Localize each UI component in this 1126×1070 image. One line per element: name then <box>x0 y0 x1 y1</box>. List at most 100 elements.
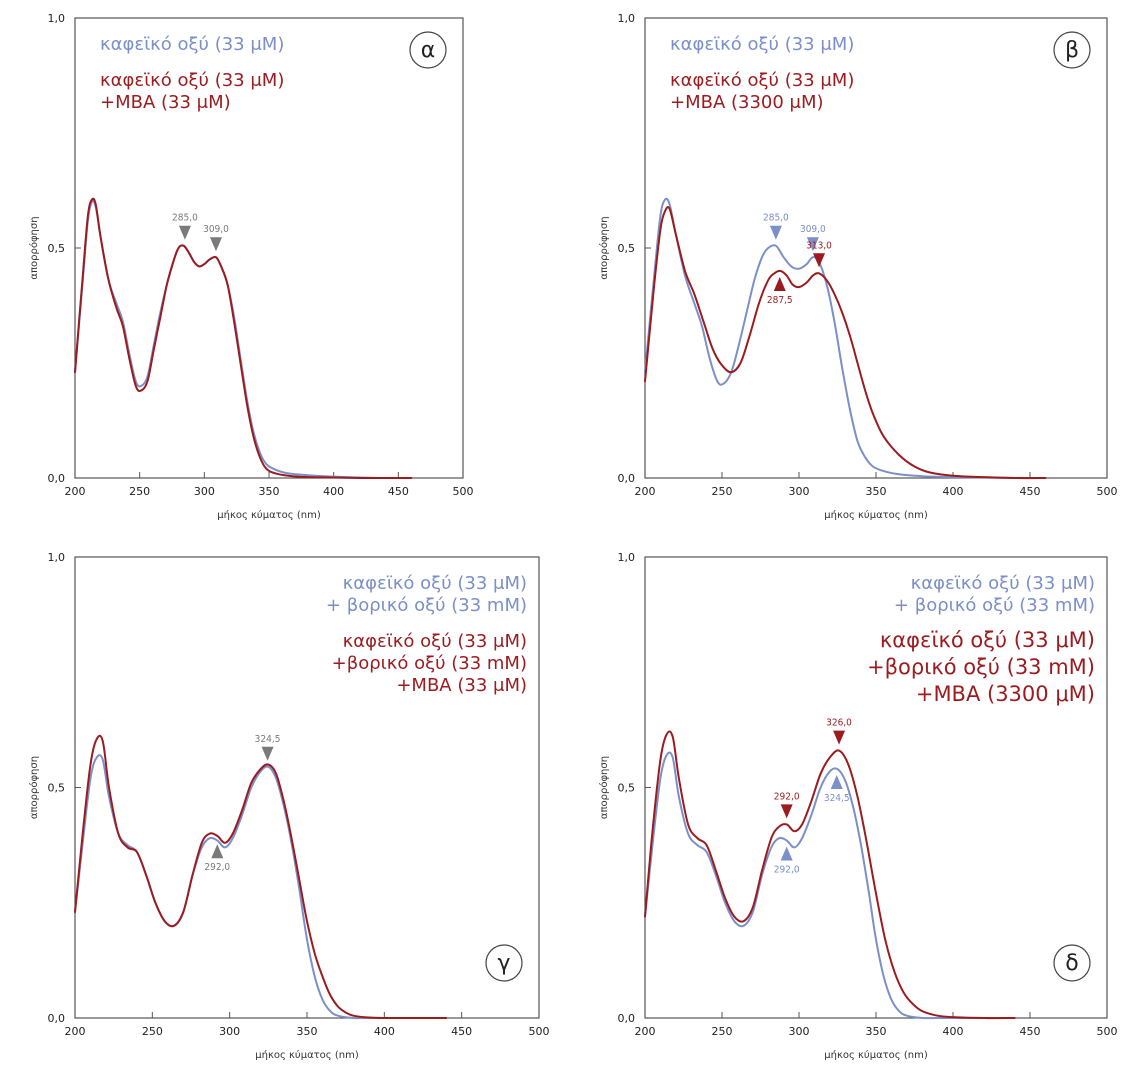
x-tick-label: 250 <box>712 1025 733 1038</box>
panel-label: δ <box>1065 951 1078 976</box>
legend-text: +MBA (33 μM) <box>396 675 527 696</box>
legend-text: καφεϊκό οξύ (33 μM) <box>100 34 284 55</box>
x-tick-label: 200 <box>65 485 86 498</box>
peak-marker <box>830 775 843 790</box>
peak-label: 324,5 <box>824 793 850 804</box>
y-axis-label: απορρόφηση <box>28 216 40 279</box>
x-tick-label: 450 <box>1020 1025 1041 1038</box>
y-tick-label: 0,5 <box>618 242 636 255</box>
x-axis-label: μήκος κύματος (nm) <box>824 1049 928 1061</box>
legend-text: καφεϊκό οξύ (33 μM) <box>670 34 854 55</box>
peak-label: 287,5 <box>767 295 793 306</box>
peak-label: 313,0 <box>806 240 832 251</box>
legend-text: καφεϊκό οξύ (33 μM) <box>343 631 527 652</box>
y-tick-label: 0,0 <box>48 1012 66 1025</box>
legend-text: + βορικό οξύ (33 mM) <box>326 595 527 616</box>
peak-label: 292,0 <box>774 865 800 876</box>
legend-text: καφεϊκό οξύ (33 μM) <box>343 573 527 594</box>
peak-label: 324,5 <box>255 734 281 745</box>
y-tick-label: 0,0 <box>618 1012 636 1025</box>
peak-marker <box>780 846 793 861</box>
chart-panel-c: 200 250 300 350 400 450 500 0,0 0,5 1,0 μήκος κύμα… <box>28 551 550 1061</box>
legend-text: + βορικό οξύ (33 mM) <box>894 595 1095 616</box>
chart-panel-b: 200 250 300 350 400 450 500 0,0 0,5 1,0 μήκος κύμα… <box>598 12 1118 521</box>
peak-marker <box>813 253 826 268</box>
peak-label: 285,0 <box>172 213 198 224</box>
peak-label: 292,0 <box>204 862 230 873</box>
peak-marker <box>780 804 793 819</box>
legend-text: +βορικό οξύ (33 mM) <box>867 655 1095 679</box>
peak-marker <box>261 746 274 761</box>
x-tick-label: 450 <box>1020 485 1041 498</box>
y-tick-label: 0,5 <box>618 782 636 795</box>
legend-text: +MBA (3300 μM) <box>670 92 824 113</box>
panel-label: γ <box>497 951 510 976</box>
y-axis-label: απορρόφηση <box>28 756 40 819</box>
peak-marker <box>211 844 224 859</box>
x-axis-label: μήκος κύματος (nm) <box>217 509 321 521</box>
panel-label-circle <box>409 31 447 69</box>
x-tick-label: 300 <box>194 485 215 498</box>
series-line-red <box>644 206 1047 480</box>
panel-label-circle <box>485 944 523 982</box>
panel-label-circle <box>1053 31 1091 69</box>
x-tick-label: 250 <box>129 485 150 498</box>
peak-marker <box>773 277 786 291</box>
x-tick-label: 350 <box>297 1025 318 1038</box>
legend-text: +MBA (33 μM) <box>100 92 231 113</box>
y-tick-label: 0,0 <box>618 472 636 485</box>
peak-marker <box>769 225 782 240</box>
series-line-red <box>74 197 413 480</box>
x-tick-label: 400 <box>374 1025 395 1038</box>
peak-label: 326,0 <box>826 718 852 729</box>
x-tick-label: 500 <box>529 1025 550 1038</box>
x-axis-label: μήκος κύματος (nm) <box>255 1049 359 1061</box>
peak-label: 285,0 <box>763 213 789 224</box>
peak-marker <box>209 237 222 252</box>
x-tick-label: 300 <box>219 1025 240 1038</box>
x-tick-label: 400 <box>323 485 344 498</box>
x-tick-label: 500 <box>1097 1025 1118 1038</box>
x-axis-label: μήκος κύματος (nm) <box>824 509 928 521</box>
panel-label: α <box>421 38 436 63</box>
x-tick-label: 250 <box>712 485 733 498</box>
x-tick-label: 450 <box>451 1025 472 1038</box>
x-tick-label: 350 <box>259 485 280 498</box>
panel-label: β <box>1065 38 1079 63</box>
chart-panel-a: 200 250 300 350 400 450 500 0,0 0,5 1,0 μήκος κύμα… <box>28 12 474 521</box>
y-tick-label: 0,5 <box>48 242 66 255</box>
legend-text: καφεϊκό οξύ (33 μM) <box>100 70 284 91</box>
legend-text: +βορικό οξύ (33 mM) <box>332 653 527 674</box>
x-tick-label: 450 <box>388 485 409 498</box>
y-axis-label: απορρόφηση <box>598 756 610 819</box>
peak-label: 309,0 <box>800 224 826 235</box>
x-tick-label: 200 <box>65 1025 86 1038</box>
x-tick-label: 350 <box>866 485 887 498</box>
legend-text: καφεϊκό οξύ (33 μM) <box>911 573 1095 594</box>
x-tick-label: 400 <box>943 485 964 498</box>
peak-marker <box>806 237 819 252</box>
x-tick-label: 500 <box>1097 485 1118 498</box>
y-tick-label: 1,0 <box>618 551 636 564</box>
x-tick-label: 400 <box>943 1025 964 1038</box>
y-axis-label: απορρόφηση <box>598 216 610 279</box>
y-tick-label: 0,5 <box>48 782 66 795</box>
legend-text: +MBA (3300 μM) <box>916 682 1095 706</box>
plot-frame <box>74 556 540 1019</box>
peak-label: 309,0 <box>203 224 229 235</box>
series-line-red <box>644 730 1016 1020</box>
x-tick-label: 250 <box>142 1025 163 1038</box>
peak-label: 292,0 <box>774 791 800 802</box>
x-tick-label: 300 <box>789 485 810 498</box>
chart-panel-d: 200 250 300 350 400 450 500 0,0 0,5 1,0 μήκος κύμα… <box>598 551 1118 1061</box>
x-tick-label: 200 <box>635 485 656 498</box>
peak-marker <box>833 730 846 745</box>
series-line-blue <box>644 197 1047 480</box>
peak-marker <box>178 225 191 240</box>
series-line-blue <box>74 754 448 1020</box>
panel-label-circle <box>1053 944 1091 982</box>
series-line-blue <box>644 751 1016 1020</box>
series-line-red <box>74 734 448 1020</box>
x-tick-label: 500 <box>453 485 474 498</box>
